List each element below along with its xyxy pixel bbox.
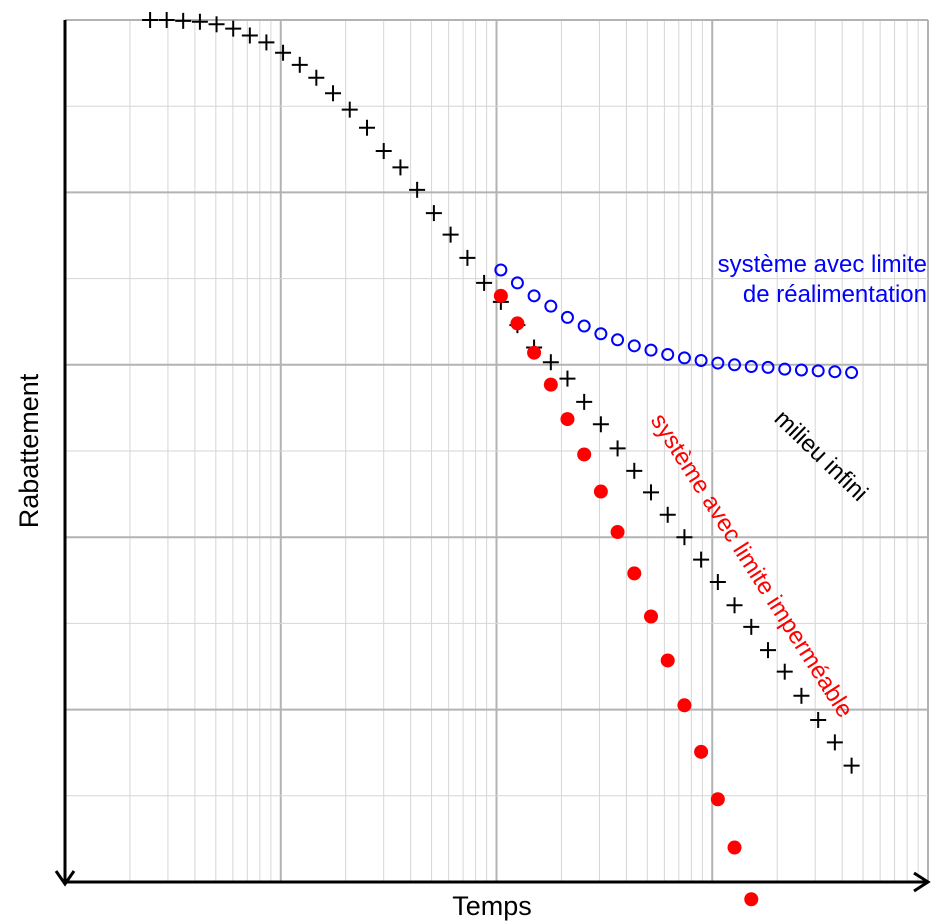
x-axis-label: Temps bbox=[452, 891, 532, 921]
open-circle-point bbox=[778, 362, 792, 376]
filled-circle-point bbox=[644, 609, 659, 624]
open-circle-point bbox=[677, 351, 691, 365]
cross-point bbox=[476, 274, 493, 291]
data-marks bbox=[142, 12, 860, 907]
cross-point bbox=[576, 393, 593, 410]
open-circle-point bbox=[828, 365, 842, 379]
series-open-circle bbox=[494, 263, 859, 380]
cross-point bbox=[659, 506, 676, 523]
open-circle-point bbox=[594, 327, 608, 341]
cross-point bbox=[191, 13, 208, 30]
cross-point bbox=[241, 27, 258, 44]
filled-circle-point bbox=[660, 653, 675, 668]
filled-circle-point bbox=[493, 288, 508, 303]
open-circle-point bbox=[845, 366, 859, 380]
open-circle-point bbox=[544, 299, 558, 313]
cross-point bbox=[158, 12, 175, 28]
filled-circle-point bbox=[710, 792, 725, 807]
filled-circle-point bbox=[527, 345, 542, 360]
series-filled-circle bbox=[493, 288, 759, 907]
filled-circle-point bbox=[577, 447, 592, 462]
cross-point bbox=[359, 119, 376, 136]
cross-point bbox=[308, 69, 325, 86]
x-axis bbox=[65, 871, 931, 893]
filled-circle-point bbox=[694, 744, 709, 759]
cross-point bbox=[392, 159, 409, 176]
filled-circle-point bbox=[560, 412, 575, 427]
cross-point bbox=[810, 711, 827, 728]
cross-point bbox=[559, 370, 576, 387]
recharge-annotation-line1: système avec limite bbox=[718, 251, 927, 278]
open-circle-point bbox=[577, 319, 591, 333]
open-circle-point bbox=[794, 363, 808, 377]
cross-point bbox=[843, 757, 860, 774]
open-circle-point bbox=[644, 343, 658, 357]
cross-point bbox=[743, 618, 760, 635]
cross-point bbox=[709, 574, 726, 591]
filled-circle-point bbox=[510, 316, 525, 331]
cross-point bbox=[826, 734, 843, 751]
cross-point bbox=[592, 416, 609, 433]
open-circle-point bbox=[661, 347, 675, 361]
cross-point bbox=[341, 101, 358, 118]
recharge-annotation-line2: de réalimentation bbox=[743, 281, 927, 308]
y-axis-arrow-icon bbox=[54, 870, 76, 887]
cross-point bbox=[442, 226, 459, 243]
cross-point bbox=[142, 12, 159, 28]
cross-point bbox=[676, 529, 693, 546]
cross-point bbox=[776, 663, 793, 680]
filled-circle-point bbox=[727, 840, 742, 855]
open-circle-point bbox=[744, 360, 758, 374]
cross-point bbox=[693, 551, 710, 568]
cross-point bbox=[459, 249, 476, 266]
filled-circle-point bbox=[627, 566, 642, 581]
cross-point bbox=[258, 34, 275, 51]
open-circle-point bbox=[611, 333, 625, 347]
cross-point bbox=[225, 20, 242, 37]
filled-circle-point bbox=[593, 484, 608, 499]
open-circle-point bbox=[728, 358, 742, 372]
cross-point bbox=[175, 12, 192, 29]
series-cross bbox=[142, 12, 860, 774]
cross-point bbox=[275, 44, 292, 61]
y-axis-label: Rabattement bbox=[14, 373, 44, 528]
cross-point bbox=[726, 597, 743, 614]
cross-point bbox=[291, 56, 308, 73]
open-circle-point bbox=[510, 276, 524, 290]
cross-point bbox=[542, 354, 559, 371]
cross-point bbox=[425, 205, 442, 222]
infinite-medium-annotation: milieu infini bbox=[769, 405, 873, 507]
filled-circle-point bbox=[610, 525, 625, 540]
cross-point bbox=[626, 462, 643, 479]
cross-point bbox=[325, 85, 342, 102]
cross-point bbox=[793, 687, 810, 704]
open-circle-point bbox=[694, 353, 708, 367]
filled-circle-point bbox=[543, 377, 558, 392]
open-circle-point bbox=[711, 356, 725, 370]
open-circle-point bbox=[560, 310, 574, 324]
cross-point bbox=[208, 16, 225, 33]
cross-point bbox=[643, 484, 660, 501]
cross-point bbox=[760, 642, 777, 659]
open-circle-point bbox=[761, 360, 775, 374]
y-axis bbox=[54, 20, 76, 887]
cross-point bbox=[409, 181, 426, 198]
cross-point bbox=[609, 440, 626, 457]
grid bbox=[64, 19, 929, 883]
filled-circle-point bbox=[677, 698, 692, 713]
x-axis-arrow-icon bbox=[913, 871, 931, 893]
open-circle-point bbox=[627, 339, 641, 353]
open-circle-point bbox=[494, 263, 508, 277]
filled-circle-point bbox=[744, 892, 759, 907]
open-circle-point bbox=[811, 364, 825, 378]
open-circle-point bbox=[527, 289, 541, 303]
cross-point bbox=[375, 143, 392, 160]
